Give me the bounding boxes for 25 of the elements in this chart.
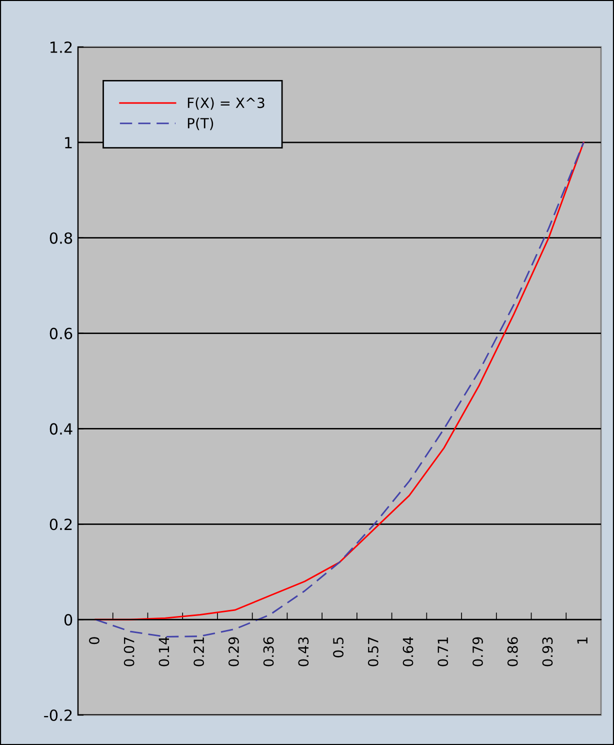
x-tick-label: 0	[88, 637, 100, 644]
x-tick-label: 0.86	[507, 637, 518, 666]
legend-label: F(X) = X^3	[188, 97, 264, 110]
y-tick-label: 1	[65, 137, 72, 148]
x-tick-label: 1	[577, 638, 588, 644]
x-tick-label: 0.43	[298, 637, 309, 666]
y-tick-label: 0.2	[50, 518, 72, 530]
y-tick-label: 1.2	[50, 41, 72, 53]
x-tick-label: 0.79	[472, 637, 483, 666]
y-tick-label: -0.2	[44, 709, 72, 722]
x-tick-label: 0.57	[368, 637, 378, 666]
y-tick-label: 0.6	[50, 328, 72, 340]
y-tick-label: 0.8	[50, 232, 72, 244]
x-tick-label: 0.64	[402, 637, 414, 666]
x-tick-label: 0.36	[263, 637, 274, 666]
x-tick-label: 0.93	[542, 637, 553, 666]
x-tick-label: 0.5	[333, 637, 344, 658]
y-tick-label: 0.4	[50, 423, 72, 435]
y-tick-label: 0	[64, 614, 72, 626]
x-tick-label: 0.07	[124, 637, 134, 666]
x-tick-label: 0.29	[228, 637, 239, 666]
x-tick-label: 0.71	[438, 638, 448, 666]
x-tick-label: 0.21	[194, 638, 204, 666]
x-tick-label: 0.14	[158, 637, 170, 666]
legend-label: P(T)	[188, 118, 214, 130]
